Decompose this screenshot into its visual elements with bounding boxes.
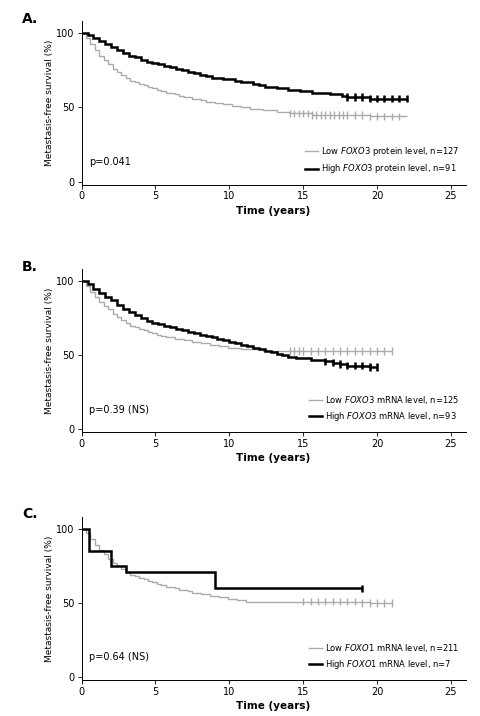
Text: p=0.64 (NS): p=0.64 (NS)	[89, 652, 149, 662]
Y-axis label: Metastasis-free survival (%): Metastasis-free survival (%)	[45, 536, 53, 662]
Text: C.: C.	[22, 508, 37, 521]
Text: B.: B.	[22, 259, 38, 274]
Legend: Low $\mathit{FOXO3}$ protein level, n=127, High $\mathit{FOXO3}$ protein level, : Low $\mathit{FOXO3}$ protein level, n=12…	[303, 144, 461, 177]
Y-axis label: Metastasis-free survival (%): Metastasis-free survival (%)	[45, 40, 53, 166]
X-axis label: Time (years): Time (years)	[237, 205, 311, 216]
X-axis label: Time (years): Time (years)	[237, 701, 311, 711]
Legend: Low $\mathit{FOXO3}$ mRNA level, n=125, High $\mathit{FOXO3}$ mRNA level, n=93: Low $\mathit{FOXO3}$ mRNA level, n=125, …	[307, 392, 461, 425]
Text: p=0.041: p=0.041	[89, 157, 131, 167]
Y-axis label: Metastasis-free survival (%): Metastasis-free survival (%)	[45, 288, 53, 414]
Text: A.: A.	[22, 11, 38, 26]
X-axis label: Time (years): Time (years)	[237, 453, 311, 463]
Text: p=0.39 (NS): p=0.39 (NS)	[89, 405, 149, 415]
Legend: Low $\mathit{FOXO1}$ mRNA level, n=211, High $\mathit{FOXO1}$ mRNA level, n=7: Low $\mathit{FOXO1}$ mRNA level, n=211, …	[307, 640, 461, 673]
